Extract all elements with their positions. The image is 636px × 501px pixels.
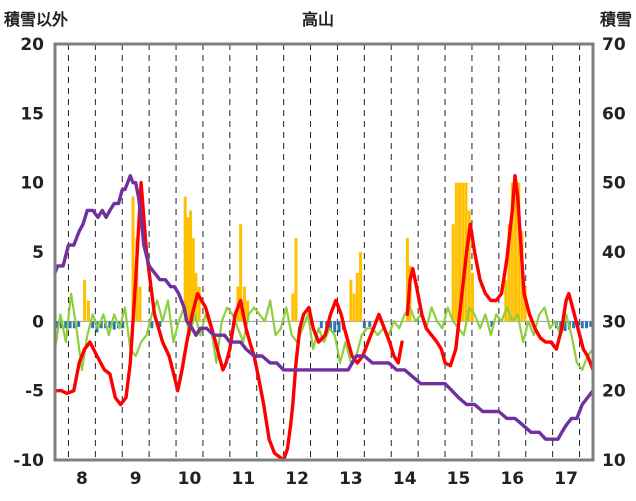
snowfall-bar [239, 224, 243, 322]
negative-bar [150, 321, 154, 329]
negative-bar [585, 321, 589, 329]
y-right-tick-label: 20 [602, 382, 626, 402]
snowfall-bar [510, 182, 514, 322]
negative-bar [490, 321, 494, 327]
y-left-tick-label: 0 [32, 312, 44, 332]
x-tick-label: 9 [130, 469, 142, 489]
snowfall-bar [83, 279, 87, 322]
negative-bar [328, 321, 332, 332]
snowfall-bar [470, 272, 474, 322]
snowfall-bar [352, 293, 356, 322]
x-tick-label: 16 [500, 469, 524, 489]
y-left-tick-label: 5 [32, 243, 44, 263]
negative-bar [362, 321, 366, 329]
x-tick-label: 8 [76, 469, 88, 489]
snowfall-bar [461, 182, 465, 322]
snowfall-bar [349, 279, 353, 322]
snowfall-bar [514, 182, 518, 322]
snowfall-bar [355, 272, 359, 322]
snowfall-bar [191, 238, 195, 322]
negative-bar [99, 321, 103, 329]
snowfall-bar [517, 182, 521, 322]
y-left-tick-label: 20 [20, 35, 44, 55]
negative-bar [319, 321, 323, 329]
series-line-purple [53, 174, 595, 441]
y-left-tick-label: -10 [13, 451, 44, 471]
x-tick-label: 12 [285, 469, 309, 489]
negative-bar [572, 321, 576, 329]
series-line-red [53, 181, 404, 462]
snowfall-bar [86, 300, 90, 322]
negative-bar [64, 321, 68, 329]
x-tick-label: 10 [178, 469, 202, 489]
y-right-tick-label: 30 [602, 312, 626, 332]
left-axis-title: 積雪以外 [3, 10, 68, 29]
snowfall-bar [454, 182, 458, 322]
negative-bar [91, 321, 95, 329]
negative-bar [121, 321, 125, 329]
negative-bar [72, 321, 76, 329]
snowfall-bar [246, 300, 250, 322]
snowfall-bar [294, 238, 298, 322]
y-right-tick-label: 70 [602, 35, 626, 55]
x-tick-label: 15 [447, 469, 471, 489]
right-axis-title: 積雪 [599, 10, 632, 29]
y-left-tick-label: -5 [25, 382, 44, 402]
snowfall-bar [507, 224, 511, 322]
negative-bar [589, 321, 593, 327]
negative-bar [368, 321, 372, 327]
snowfall-bar [197, 286, 201, 322]
snowfall-bar [131, 196, 135, 322]
snowfall-bar [467, 210, 471, 322]
y-right-tick-label: 40 [602, 243, 626, 263]
title-layer: 積雪以外 高山 積雪 [3, 10, 632, 29]
negative-bar [158, 321, 162, 327]
x-tick-label: 17 [554, 469, 578, 489]
negative-bar [580, 321, 584, 329]
series-line-green [53, 292, 595, 371]
snowfall-bar [405, 238, 409, 322]
negative-bar [333, 321, 337, 333]
grid-layer [55, 44, 593, 460]
y-left-tick-label: 10 [20, 174, 44, 194]
snowfall-bar [504, 279, 508, 322]
x-tick-label: 13 [339, 469, 363, 489]
x-tick-label: 11 [231, 469, 255, 489]
negative-bar [108, 321, 112, 329]
snowfall-bar [183, 196, 187, 322]
x-tick-label: 14 [393, 469, 417, 489]
y-right-tick-label: 10 [602, 451, 626, 471]
chart-title: 高山 [302, 10, 334, 29]
negative-bar [77, 321, 81, 327]
y-right-tick-label: 60 [602, 104, 626, 124]
negative-bar [68, 321, 72, 329]
snowfall-bar [138, 286, 142, 322]
line-layer [53, 174, 595, 462]
y-right-tick-label: 50 [602, 174, 626, 194]
snowfall-bar [458, 182, 462, 322]
y-left-tick-label: 15 [20, 104, 44, 124]
snowfall-bar [291, 293, 295, 322]
negative-bar [112, 321, 116, 330]
negative-bar [337, 321, 341, 333]
snowfall-bar [189, 210, 193, 322]
snowfall-bar [186, 217, 190, 322]
plot-frame [53, 42, 595, 462]
snowfall-bar [242, 286, 246, 322]
snowfall-bar [451, 224, 455, 322]
series-line-red [405, 174, 595, 372]
snowfall-bar [359, 252, 363, 322]
negative-bar [563, 321, 567, 332]
